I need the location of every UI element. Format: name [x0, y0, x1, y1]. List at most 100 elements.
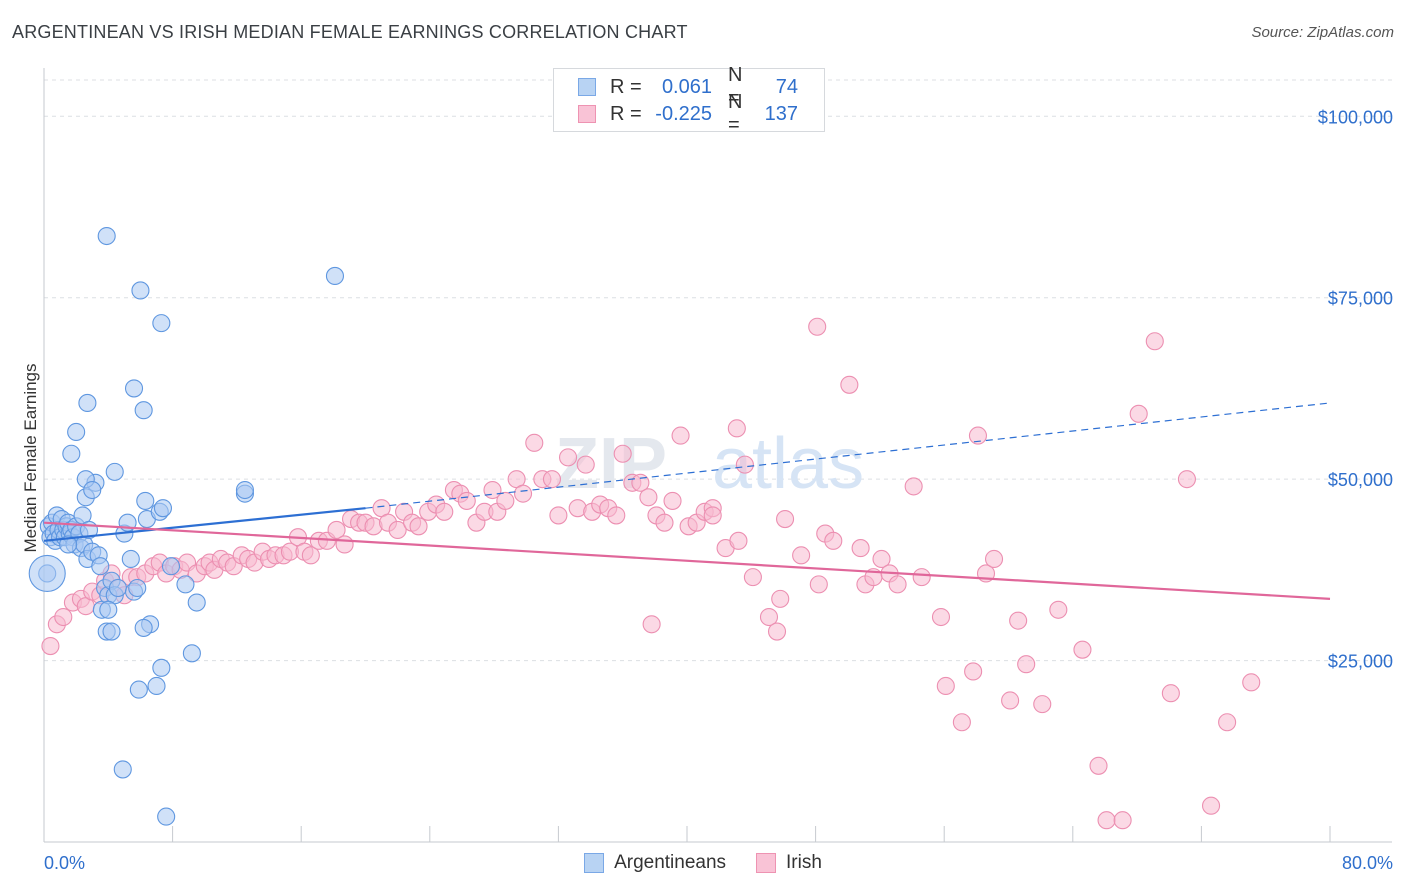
argentinean-point: [131, 281, 150, 300]
argentinean-trend-extension: [365, 402, 1331, 509]
argentinean-point: [235, 480, 254, 500]
argentinean-point: [105, 462, 124, 481]
irish-point: [1161, 684, 1180, 703]
irish-point: [576, 455, 595, 474]
irish-point: [931, 607, 951, 627]
irish-point: [1097, 811, 1116, 830]
series-name: Irish: [786, 852, 822, 873]
irish-point: [824, 531, 843, 550]
irish-point: [767, 622, 787, 641]
irish-point: [639, 488, 658, 507]
irish-point: [984, 549, 1004, 569]
series-swatch-pink: [756, 853, 777, 873]
irish-point: [41, 637, 60, 656]
irish-point: [631, 473, 650, 492]
legend-swatch-pink: [578, 105, 596, 123]
irish-point: [1218, 713, 1237, 732]
y-tick-label: $75,000: [1328, 289, 1393, 309]
y-tick-label: $25,000: [1328, 652, 1393, 672]
irish-point: [1073, 640, 1092, 659]
irish-point: [936, 676, 955, 696]
irish-point: [409, 517, 428, 536]
argentinean-point: [128, 578, 147, 598]
irish-point: [771, 589, 790, 608]
x-tick-label-min: 0.0%: [44, 853, 85, 873]
argentinean-point: [161, 557, 181, 576]
irish-point: [525, 433, 544, 452]
argentinean-point: [187, 593, 206, 612]
argentinean-point: [152, 314, 171, 333]
series-legend: Argentineans Irish: [0, 852, 1406, 874]
irish-point: [809, 575, 828, 594]
y-tick-labels: $25,000 $50,000 $75,000 $100,000: [1318, 107, 1393, 671]
argentinean-point: [157, 807, 176, 826]
irish-trend-line: [43, 521, 1331, 600]
argentinean-trend-line: [43, 507, 366, 542]
chart-title: ARGENTINEAN VS IRISH MEDIAN FEMALE EARNI…: [12, 22, 688, 42]
argentinean-point: [91, 557, 110, 576]
legend-r-value: -0.225: [655, 102, 712, 125]
irish-point: [1145, 332, 1164, 351]
legend-n-label: N =: [728, 91, 743, 136]
irish-point: [851, 539, 870, 558]
irish-point: [743, 568, 762, 587]
irish-point: [54, 607, 73, 627]
irish-point: [703, 506, 722, 525]
argentinean-point: [108, 578, 127, 598]
irish-point: [301, 546, 320, 565]
irish-point: [435, 502, 454, 521]
grid-lines: [44, 79, 1392, 662]
argentinean-point: [124, 379, 144, 398]
argentinean-point: [136, 491, 155, 510]
irish-point: [607, 506, 626, 525]
irish-point: [872, 549, 891, 569]
irish-point: [542, 470, 562, 489]
irish-point: [729, 531, 748, 550]
x-tick-label-max: 80.0%: [1342, 853, 1393, 873]
y-axis-title: Median Female Earnings: [21, 364, 40, 553]
argentinean-point: [153, 499, 173, 518]
y-tick-label: $100,000: [1318, 107, 1393, 127]
irish-point: [904, 477, 923, 496]
legend-swatch-blue: [578, 78, 596, 96]
irish-point: [1033, 695, 1052, 714]
axes: [43, 68, 1392, 843]
legend-r-value: 0.061: [661, 75, 712, 98]
watermark: ZIP atlas: [555, 424, 864, 504]
irish-point: [1129, 404, 1148, 423]
irish-point: [496, 491, 515, 510]
irish-point: [1049, 600, 1068, 619]
irish-point: [968, 426, 988, 445]
irish-point: [1089, 756, 1108, 775]
irish-point: [642, 615, 661, 634]
irish-point: [759, 607, 779, 627]
legend-row-argentineans: R = 0.061 N = 74: [578, 64, 798, 109]
irish-point: [513, 484, 533, 503]
irish-point: [388, 520, 407, 539]
irish-point: [457, 491, 476, 510]
trend-lines: [43, 402, 1331, 600]
argentinean-point: [113, 760, 132, 779]
irish-point: [1001, 691, 1020, 710]
argentinean-point: [147, 676, 166, 696]
irish-point: [613, 444, 632, 463]
irish-point: [663, 491, 682, 510]
legend-n-value: 137: [764, 102, 798, 125]
irish-point: [335, 535, 354, 554]
argentinean-points: [28, 226, 345, 826]
series-legend-irish[interactable]: Irish: [756, 852, 822, 874]
argentinean-point: [83, 480, 102, 500]
irish-point: [1017, 655, 1036, 674]
irish-point: [964, 662, 983, 681]
irish-point: [558, 448, 578, 467]
legend-r-label: R =: [610, 75, 642, 98]
legend-n-label: N =: [728, 64, 743, 109]
argentinean-point: [182, 644, 201, 663]
legend-r-label: R =: [610, 102, 642, 125]
irish-point: [1242, 673, 1261, 692]
irish-point: [952, 713, 971, 732]
argentinean-point: [59, 535, 78, 554]
irish-point: [1201, 796, 1221, 815]
series-legend-argentineans[interactable]: Argentineans: [584, 852, 726, 874]
argentinean-point: [176, 575, 195, 594]
